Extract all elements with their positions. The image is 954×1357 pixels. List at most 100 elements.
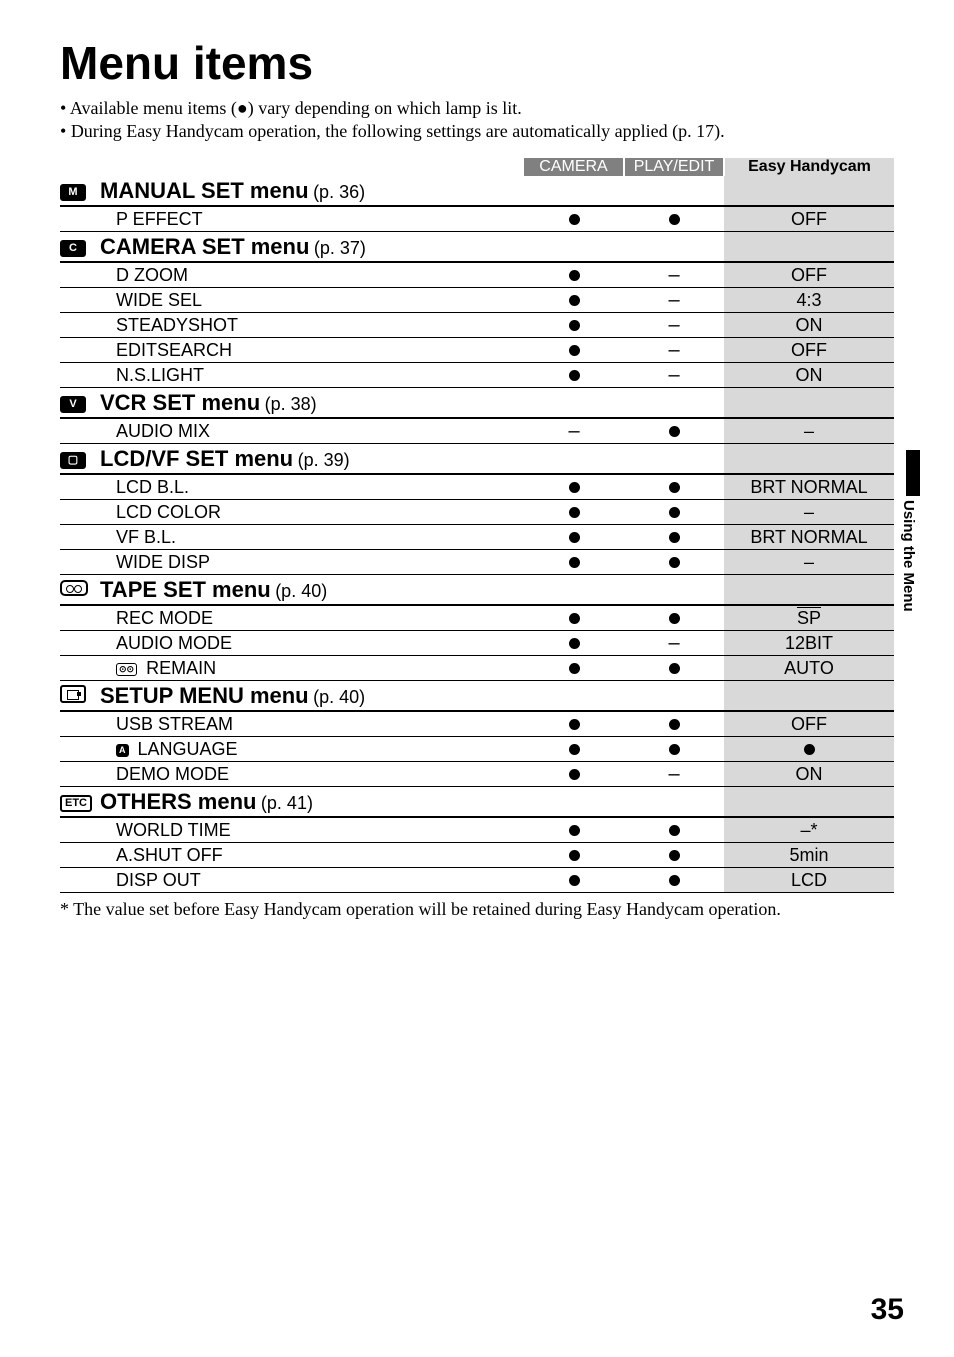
dot-mark [669, 532, 680, 543]
item-easy-cell: ON [724, 363, 894, 388]
item-playedit-cell [624, 711, 724, 737]
section-title: LCD/VF SET menu (p. 39) [100, 444, 524, 475]
dash-mark: – [668, 264, 679, 286]
side-tab-text: Using the Menu [900, 500, 917, 612]
dot-mark [669, 825, 680, 836]
menu-table: CAMERAPLAY/EDITEasy HandycamMMANUAL SET … [60, 158, 894, 893]
item-easy-cell: LCD [724, 868, 894, 893]
tape-inline-icon: ⊙⊙ [116, 663, 137, 676]
dash-mark: – [668, 289, 679, 311]
item-playedit-cell [624, 817, 724, 843]
side-tab-marker [906, 450, 920, 496]
dash-mark: – [668, 364, 679, 386]
dot-mark [669, 850, 680, 861]
item-label: ⊙⊙ REMAIN [100, 656, 524, 681]
page-number: 35 [871, 1293, 904, 1327]
item-camera-cell [524, 631, 624, 656]
dot-mark [669, 875, 680, 886]
dot-mark [569, 875, 580, 886]
dot-mark [569, 613, 580, 624]
item-playedit-cell: – [624, 338, 724, 363]
item-easy-cell: BRT NORMAL [724, 525, 894, 550]
footnote: * The value set before Easy Handycam ope… [60, 899, 894, 920]
dot-mark [569, 638, 580, 649]
item-easy-cell: AUTO [724, 656, 894, 681]
item-label: AUDIO MIX [100, 418, 524, 444]
item-camera-cell [524, 843, 624, 868]
item-camera-cell [524, 605, 624, 631]
dot-mark [569, 270, 580, 281]
item-camera-cell [524, 868, 624, 893]
item-camera-cell [524, 817, 624, 843]
column-header-camera: CAMERA [524, 158, 624, 176]
item-label: DISP OUT [100, 868, 524, 893]
dot-mark [669, 613, 680, 624]
item-label: DEMO MODE [100, 762, 524, 787]
item-label: A LANGUAGE [100, 737, 524, 762]
item-playedit-cell: – [624, 288, 724, 313]
item-easy-cell: OFF [724, 711, 894, 737]
section-title: MANUAL SET menu (p. 36) [100, 176, 524, 206]
item-playedit-cell [624, 550, 724, 575]
item-playedit-cell: – [624, 262, 724, 288]
item-camera-cell [524, 363, 624, 388]
item-label: WIDE DISP [100, 550, 524, 575]
menu-icon: M [60, 184, 86, 201]
item-camera-cell [524, 474, 624, 500]
dash-mark: – [668, 632, 679, 654]
item-easy-cell: – [724, 418, 894, 444]
section-title: CAMERA SET menu (p. 37) [100, 232, 524, 263]
item-camera-cell [524, 338, 624, 363]
setup-icon [60, 685, 86, 703]
bullet-text: Available menu items (●) vary depending … [70, 98, 522, 118]
item-camera-cell [524, 206, 624, 232]
item-easy-cell: OFF [724, 338, 894, 363]
item-label: STEADYSHOT [100, 313, 524, 338]
section-title: TAPE SET menu (p. 40) [100, 575, 524, 606]
dot-mark [669, 482, 680, 493]
item-label: VF B.L. [100, 525, 524, 550]
item-label: LCD COLOR [100, 500, 524, 525]
dot-mark [569, 744, 580, 755]
dash-mark: – [668, 763, 679, 785]
dot-mark [569, 320, 580, 331]
dot-mark [569, 532, 580, 543]
tape-icon [60, 580, 88, 596]
item-camera-cell [524, 550, 624, 575]
item-camera-cell [524, 711, 624, 737]
item-label: REC MODE [100, 605, 524, 631]
item-playedit-cell [624, 737, 724, 762]
item-camera-cell [524, 762, 624, 787]
item-camera-cell [524, 656, 624, 681]
dot-mark [669, 557, 680, 568]
item-playedit-cell [624, 474, 724, 500]
section-title: SETUP MENU menu (p. 40) [100, 681, 524, 712]
dot-mark [569, 295, 580, 306]
menu-icon: C [60, 240, 86, 257]
dot-mark [569, 719, 580, 730]
menu-icon: ▢ [60, 452, 86, 469]
item-easy-cell: OFF [724, 206, 894, 232]
item-playedit-cell [624, 418, 724, 444]
item-easy-cell: – [724, 550, 894, 575]
dot-mark [569, 370, 580, 381]
item-label: N.S.LIGHT [100, 363, 524, 388]
dot-mark [569, 825, 580, 836]
item-playedit-cell: – [624, 762, 724, 787]
item-label: WORLD TIME [100, 817, 524, 843]
item-easy-cell: ON [724, 313, 894, 338]
item-easy-cell: – [724, 500, 894, 525]
item-easy-cell: –* [724, 817, 894, 843]
bullet-text: During Easy Handycam operation, the foll… [71, 121, 725, 141]
dot-mark [669, 426, 680, 437]
dash-mark: – [668, 339, 679, 361]
section-title: OTHERS menu (p. 41) [100, 787, 524, 818]
dot-mark [669, 214, 680, 225]
item-easy-cell: OFF [724, 262, 894, 288]
item-playedit-cell [624, 525, 724, 550]
item-label: AUDIO MODE [100, 631, 524, 656]
item-camera-cell [524, 262, 624, 288]
item-easy-cell: 4:3 [724, 288, 894, 313]
bullet-item: • During Easy Handycam operation, the fo… [60, 121, 894, 142]
item-playedit-cell: – [624, 313, 724, 338]
